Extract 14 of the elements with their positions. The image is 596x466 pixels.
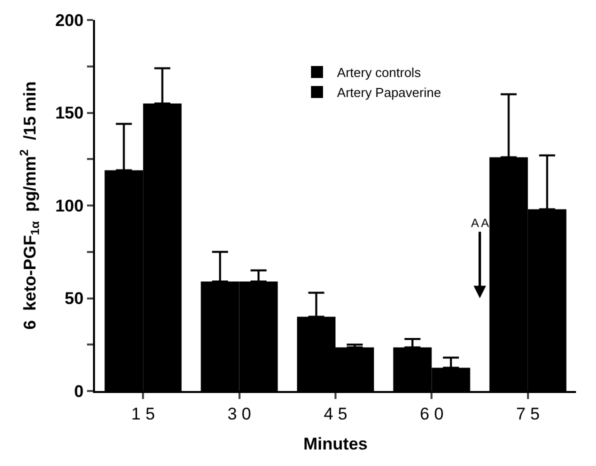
x-tick-label: 1 5 bbox=[131, 404, 155, 424]
x-tick-label: 4 5 bbox=[324, 404, 348, 424]
y-tick-label: 150 bbox=[55, 104, 84, 123]
x-tick-label: 7 5 bbox=[516, 404, 540, 424]
y-tick-label: 100 bbox=[55, 196, 84, 216]
annotation: A A bbox=[471, 216, 490, 230]
y-tick-label: 200 bbox=[55, 10, 84, 30]
y-tick-label: 0 bbox=[74, 382, 84, 401]
x-axis-title: Minutes bbox=[303, 434, 368, 454]
x-tick-label: 6 0 bbox=[420, 404, 444, 424]
y-tick-label: 50 bbox=[64, 289, 84, 308]
x-tick-label: 3 0 bbox=[227, 404, 252, 424]
legend-label: Artery controls bbox=[337, 65, 422, 80]
legend-label: Artery Papaverine bbox=[337, 85, 442, 100]
